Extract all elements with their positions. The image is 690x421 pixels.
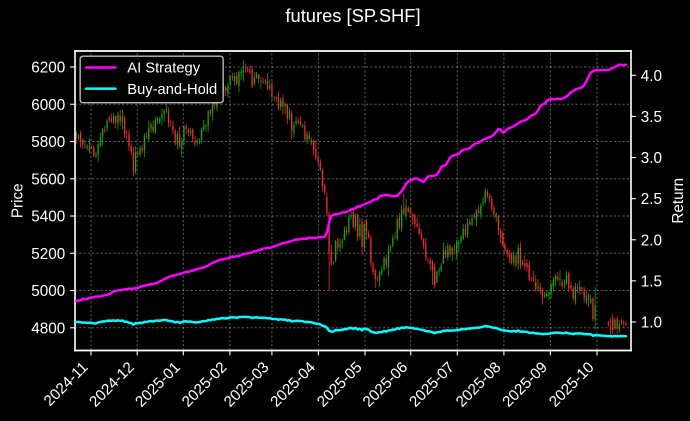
svg-text:3.0: 3.0 bbox=[641, 150, 662, 167]
svg-text:6000: 6000 bbox=[31, 97, 65, 114]
svg-text:Price: Price bbox=[10, 183, 27, 218]
svg-text:2.0: 2.0 bbox=[641, 232, 662, 249]
svg-text:6200: 6200 bbox=[31, 60, 65, 77]
svg-text:1.0: 1.0 bbox=[641, 315, 662, 332]
svg-text:Return: Return bbox=[670, 178, 687, 224]
svg-text:2.5: 2.5 bbox=[641, 191, 662, 208]
svg-text:5400: 5400 bbox=[31, 209, 65, 226]
svg-text:5200: 5200 bbox=[31, 246, 65, 263]
svg-text:5600: 5600 bbox=[31, 171, 65, 188]
svg-text:Buy-and-Hold: Buy-and-Hold bbox=[127, 82, 217, 98]
svg-text:4.0: 4.0 bbox=[641, 68, 662, 85]
svg-text:5800: 5800 bbox=[31, 134, 65, 151]
svg-text:AI Strategy: AI Strategy bbox=[127, 61, 200, 77]
svg-text:3.5: 3.5 bbox=[641, 109, 662, 126]
svg-text:1.5: 1.5 bbox=[641, 273, 662, 290]
svg-text:5000: 5000 bbox=[31, 283, 65, 300]
svg-text:futures [SP.SHF]: futures [SP.SHF] bbox=[285, 5, 420, 26]
svg-text:4800: 4800 bbox=[31, 320, 65, 337]
